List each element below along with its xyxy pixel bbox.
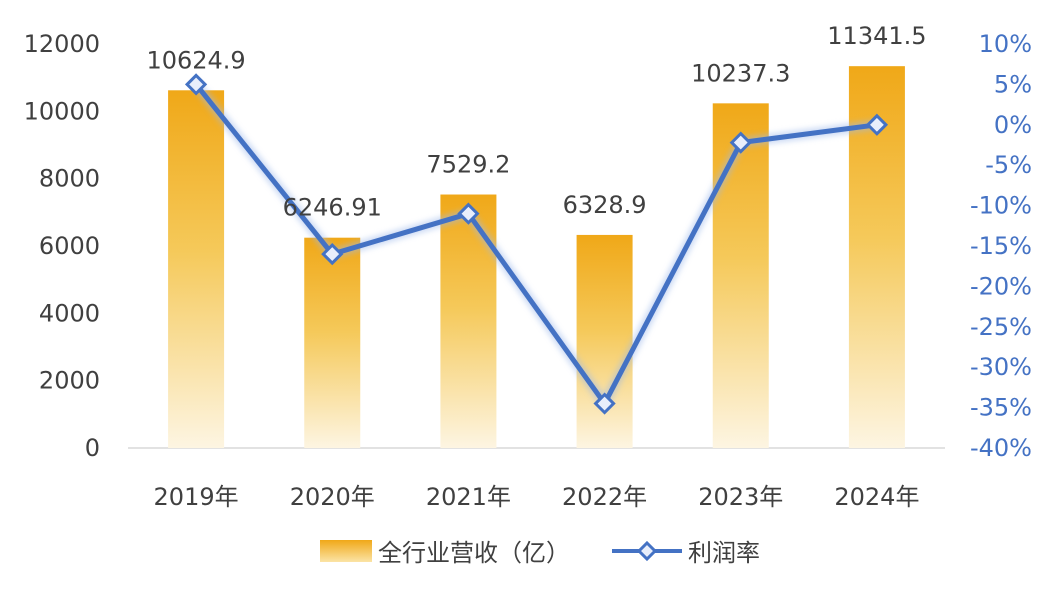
x-axis-tick-label: 2021年	[426, 483, 511, 511]
bars-layer	[168, 66, 905, 449]
left-axis-tick-label: 8000	[39, 165, 100, 193]
bar-data-label: 10624.9	[146, 46, 245, 74]
right-axis-tick-label: 0%	[994, 111, 1032, 139]
data-labels-layer: 10624.9 6246.91 7529.2 6328.9 10237.3 11341.5	[146, 22, 926, 222]
legend-swatch-marker	[636, 540, 658, 562]
legend-label-revenue: 全行业营收（亿）	[378, 539, 570, 567]
left-axis-tick-label: 10000	[24, 97, 100, 125]
axes-layer: 0 2000 4000 6000 8000 10000 12000 -40% -35% -30% -…	[24, 30, 1032, 511]
right-axis-tick-label: -30%	[970, 353, 1032, 381]
legend: 全行业营收（亿） 利润率	[320, 539, 760, 567]
x-axis-tick-label: 2019年	[154, 483, 239, 511]
line-glow	[192, 81, 878, 409]
left-axis-tick-label: 0	[85, 434, 100, 462]
bar-data-label: 7529.2	[426, 151, 510, 179]
line-profit-margin	[194, 82, 878, 407]
x-axis-tick-label: 2020年	[290, 483, 375, 511]
right-axis-tick-label: 5%	[994, 70, 1032, 98]
left-axis-tick-label: 12000	[24, 30, 100, 58]
line-marker	[184, 73, 208, 96]
x-axis-tick-label: 2022年	[562, 483, 647, 511]
right-axis-tick-label: -10%	[970, 192, 1032, 220]
line-marker	[729, 131, 752, 154]
line-marker	[593, 392, 616, 415]
right-axis-tick-label: -5%	[985, 151, 1032, 179]
right-axis-tick-label: -40%	[970, 434, 1032, 462]
left-axis-tick-label: 2000	[39, 367, 100, 395]
right-axis-tick-label: -15%	[970, 232, 1032, 260]
bar-revenue	[576, 234, 633, 448]
line-marker	[865, 113, 889, 136]
right-axis-tick-label: -25%	[970, 313, 1032, 341]
line-marker	[321, 242, 344, 266]
right-axis-tick-label: -20%	[970, 272, 1032, 300]
left-axis-tick-label: 6000	[39, 232, 100, 260]
right-axis-tick-label: 10%	[979, 30, 1032, 58]
line-marker	[457, 202, 480, 225]
line-layer	[184, 73, 889, 415]
legend-label-profit-margin: 利润率	[688, 539, 760, 567]
bar-revenue	[168, 90, 225, 448]
bar-revenue	[712, 103, 769, 448]
bar-data-label: 6328.9	[563, 191, 647, 219]
right-axis-tick-label: -35%	[970, 394, 1032, 422]
legend-swatch-bar	[320, 540, 372, 562]
bar-data-label: 6246.91	[283, 194, 382, 222]
bar-revenue	[304, 237, 361, 448]
left-axis-tick-label: 4000	[39, 299, 100, 327]
x-axis-tick-label: 2024年	[834, 483, 919, 511]
bar-data-label: 10237.3	[691, 59, 790, 87]
x-axis-tick-label: 2023年	[698, 483, 783, 511]
bar-data-label: 11341.5	[827, 22, 926, 50]
